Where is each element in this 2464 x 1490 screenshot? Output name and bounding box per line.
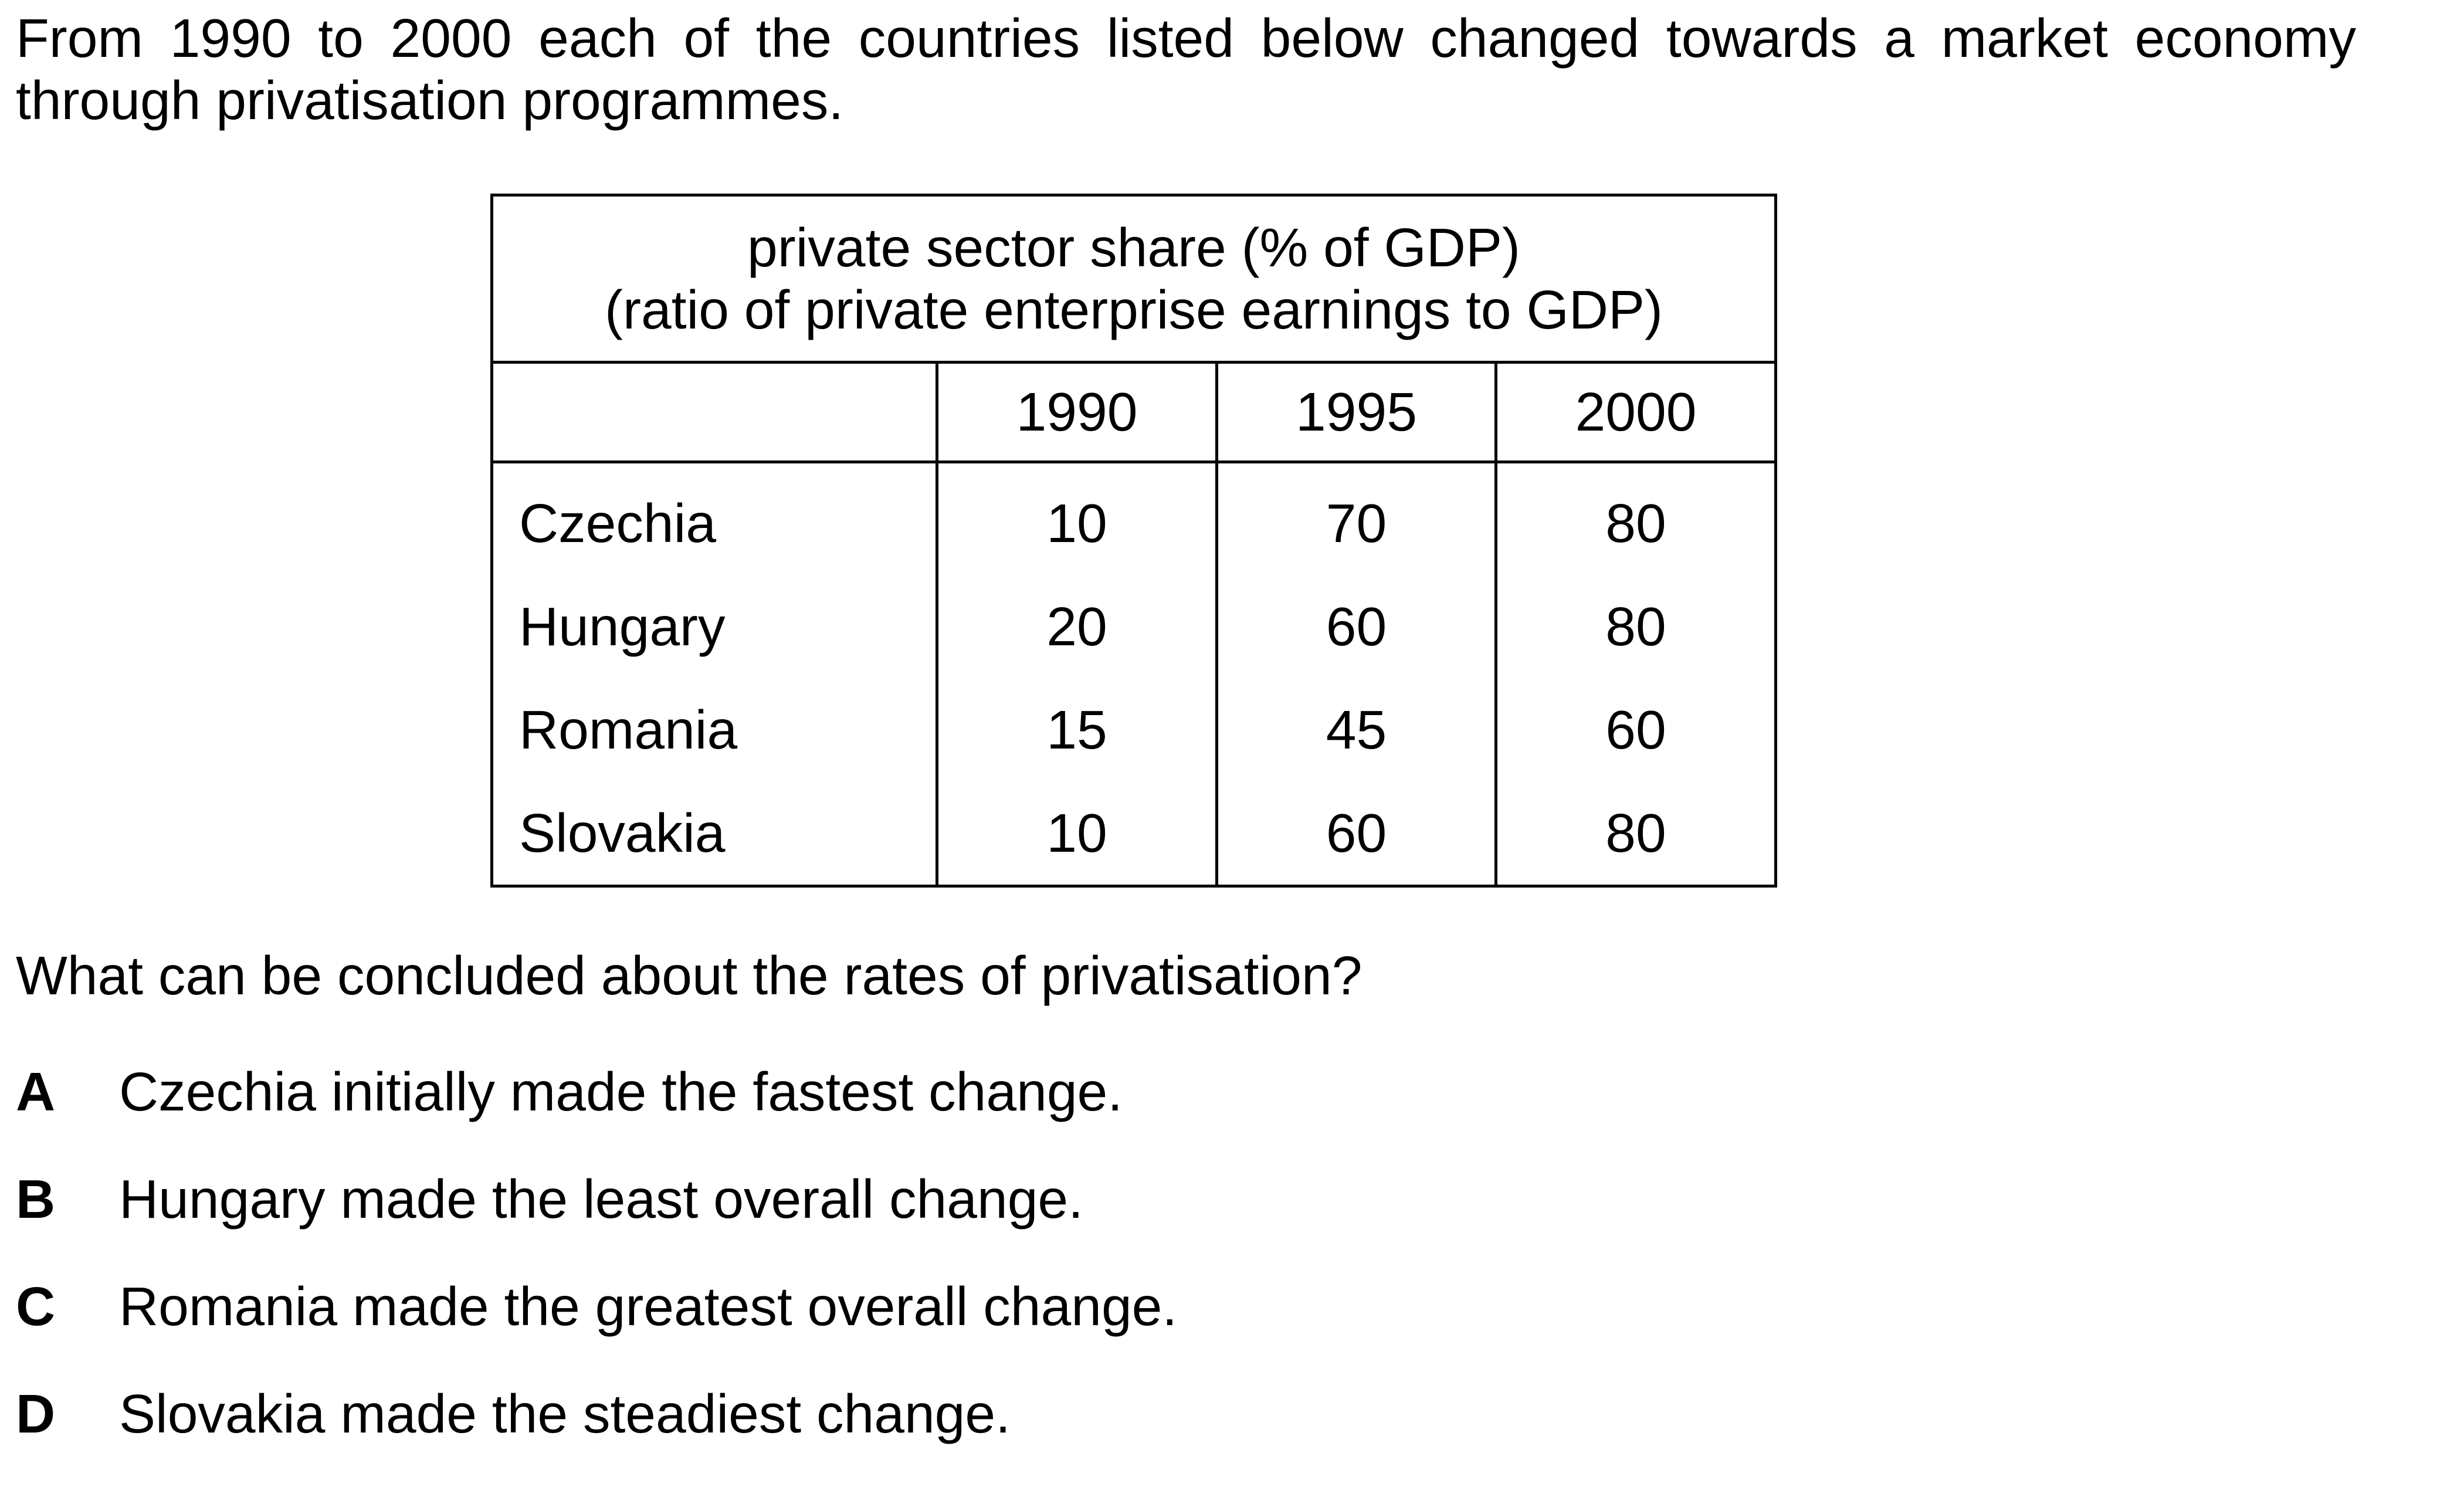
table-caption-line-1: private sector share (% of GDP) xyxy=(747,217,1520,278)
option-letter: C xyxy=(16,1276,56,1337)
question-text: What can be concluded about the rates of… xyxy=(16,945,1363,1006)
option-letter: A xyxy=(16,1061,56,1122)
year-header-1990: 1990 xyxy=(936,362,1218,463)
value-1995: 45 xyxy=(1215,678,1497,781)
option-text: Romania made the greatest overall change… xyxy=(119,1276,1178,1337)
option-c[interactable]: C Romania made the greatest overall chang… xyxy=(16,1275,1177,1383)
value-1995: 60 xyxy=(1215,781,1497,888)
table-caption-line-2: (ratio of private enterprise earnings to… xyxy=(605,279,1663,340)
table-row-slovakia: Slovakia 10 60 80 xyxy=(490,781,1778,888)
year-header-2000: 2000 xyxy=(1494,362,1778,463)
empty-header-cell xyxy=(490,362,938,463)
value-1995: 60 xyxy=(1215,575,1497,678)
table-caption-row: private sector share (% of GDP) (ratio o… xyxy=(490,194,1778,364)
answer-options: A Czechia initially made the fastest chan… xyxy=(16,1061,1177,1490)
value-2000: 60 xyxy=(1494,678,1778,781)
value-1990: 15 xyxy=(936,678,1218,781)
year-header-row: 1990 1995 2000 xyxy=(490,362,1778,463)
year-header-1995: 1995 xyxy=(1215,362,1497,463)
option-text: Czechia initially made the fastest chang… xyxy=(119,1061,1123,1122)
option-text: Hungary made the least overall change. xyxy=(119,1169,1083,1230)
option-letter: B xyxy=(16,1169,56,1230)
country-name: Romania xyxy=(490,678,938,781)
value-1990: 10 xyxy=(936,462,1218,575)
option-text: Slovakia made the steadiest change. xyxy=(119,1383,1011,1444)
value-1990: 20 xyxy=(936,575,1218,678)
country-name: Slovakia xyxy=(490,781,938,888)
option-a[interactable]: A Czechia initially made the fastest chan… xyxy=(16,1061,1177,1168)
table-row-romania: Romania 15 45 60 xyxy=(490,678,1778,781)
value-2000: 80 xyxy=(1494,462,1778,575)
option-b[interactable]: B Hungary made the least overall change. xyxy=(16,1168,1177,1275)
option-letter: D xyxy=(16,1383,56,1444)
option-d[interactable]: D Slovakia made the steadiest change. xyxy=(16,1383,1177,1490)
value-1995: 70 xyxy=(1215,462,1497,575)
value-1990: 10 xyxy=(936,781,1218,888)
intro-text: From 1990 to 2000 each of the countries … xyxy=(16,8,2356,131)
private-sector-table: private sector share (% of GDP) (ratio o… xyxy=(490,194,1778,888)
table-caption: private sector share (% of GDP) (ratio o… xyxy=(490,194,1778,364)
question-page: { "intro": "From 1990 to 2000 each of th… xyxy=(16,8,2356,1444)
country-name: Czechia xyxy=(490,462,938,575)
value-2000: 80 xyxy=(1494,575,1778,678)
table-row-hungary: Hungary 20 60 80 xyxy=(490,575,1778,678)
table-row-czechia: Czechia 10 70 80 xyxy=(490,462,1778,575)
value-2000: 80 xyxy=(1494,781,1778,888)
country-name: Hungary xyxy=(490,575,938,678)
